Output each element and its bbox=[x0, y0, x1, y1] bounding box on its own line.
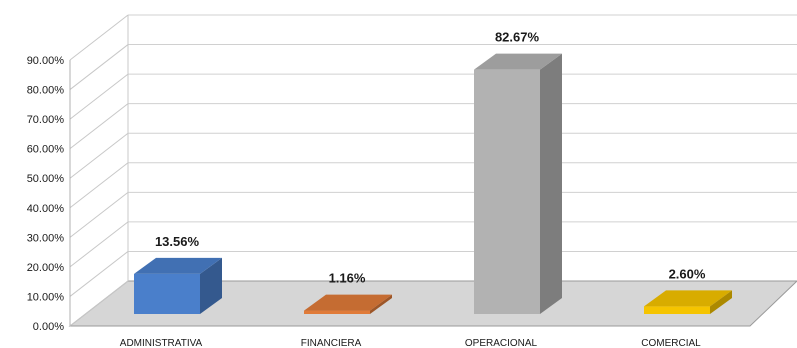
bar-front-face bbox=[644, 306, 710, 314]
bar bbox=[134, 257, 222, 314]
gridline-side bbox=[69, 162, 129, 209]
bar-top-face bbox=[644, 290, 732, 307]
data-labels: 13.56% 1.16% 82.67% 2.60% bbox=[155, 30, 706, 286]
gridline-side bbox=[69, 280, 129, 327]
bar bbox=[644, 290, 732, 314]
gridline-side bbox=[69, 191, 129, 238]
data-label: 2.60% bbox=[669, 266, 706, 281]
data-label: 1.16% bbox=[329, 271, 366, 286]
chart-grid bbox=[68, 14, 797, 327]
x-axis-categories: ADMINISTRATIVA FINANCIERA OPERACIONAL COMER… bbox=[120, 338, 701, 348]
bar-side-face bbox=[540, 53, 562, 315]
y-tick-label: 90.00% bbox=[27, 55, 65, 67]
gridline-side bbox=[69, 14, 129, 61]
bar-side-face bbox=[710, 290, 732, 314]
bar-front-face bbox=[134, 273, 200, 314]
y-tick-label: 20.00% bbox=[27, 262, 65, 274]
data-label: 82.67% bbox=[495, 30, 540, 45]
x-category-label: OPERACIONAL bbox=[465, 338, 538, 348]
gridline-side bbox=[69, 73, 129, 120]
x-category-label: FINANCIERA bbox=[301, 338, 362, 348]
y-tick-label: 40.00% bbox=[27, 203, 65, 215]
gridline-side bbox=[69, 44, 129, 90]
y-tick-label: 70.00% bbox=[27, 114, 65, 126]
bar bbox=[304, 294, 392, 314]
bar-side-face bbox=[200, 257, 222, 314]
gridline-side bbox=[69, 251, 129, 297]
y-axis-ticks: 0.00% 10.00% 20.00% 30.00% 40.00% 50.00% 60.00… bbox=[27, 55, 65, 333]
gridline-side bbox=[69, 103, 129, 150]
y-tick-label: 60.00% bbox=[27, 144, 65, 156]
y-tick-label: 10.00% bbox=[27, 291, 65, 303]
y-tick-label: 50.00% bbox=[27, 173, 65, 185]
gridline-side bbox=[69, 132, 129, 179]
y-tick-label: 0.00% bbox=[33, 321, 64, 333]
x-category-label: ADMINISTRATIVA bbox=[120, 338, 203, 348]
bar bbox=[474, 53, 562, 315]
y-tick-label: 30.00% bbox=[27, 232, 65, 244]
bar-top-face bbox=[304, 294, 392, 311]
bar-side-face bbox=[370, 294, 392, 314]
x-category-label: COMERCIAL bbox=[641, 338, 701, 348]
data-label: 13.56% bbox=[155, 234, 200, 249]
bar-top-face bbox=[474, 53, 562, 70]
y-tick-label: 80.00% bbox=[27, 85, 65, 97]
bar-top-face bbox=[134, 257, 222, 274]
gridline-side bbox=[69, 221, 129, 268]
bar-front-face bbox=[304, 310, 370, 314]
bar-front-face bbox=[474, 69, 540, 315]
chart-bars bbox=[134, 53, 732, 315]
